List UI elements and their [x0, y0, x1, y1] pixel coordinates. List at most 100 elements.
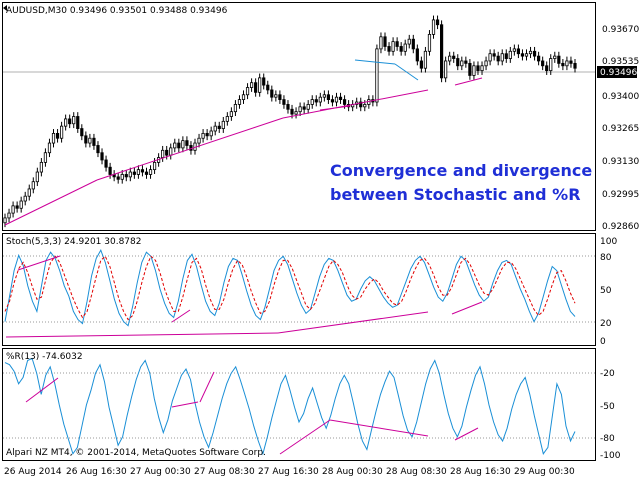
candle-body: [213, 125, 217, 132]
candle-body: [314, 99, 318, 103]
candle-body: [76, 116, 80, 129]
wpr-trendline[interactable]: [171, 401, 199, 408]
candle-body: [249, 82, 254, 88]
candle-body: [161, 149, 165, 158]
current-price-box: 0.93496: [597, 66, 637, 78]
candle-body: [165, 149, 169, 156]
price-blue-lines: [354, 59, 419, 81]
wpr-trendline[interactable]: [329, 419, 429, 437]
candle-body: [322, 94, 326, 98]
price-trendline[interactable]: [4, 179, 98, 226]
stoch-trendlines[interactable]: [5, 255, 483, 338]
annotation-line-2: between Stochastic and %R: [330, 185, 581, 204]
candle-body: [488, 53, 492, 62]
candle-body: [100, 152, 104, 161]
stoch-trendline[interactable]: [17, 255, 61, 271]
candle-body: [59, 125, 64, 139]
candle-body: [318, 96, 322, 103]
candle-body: [407, 38, 411, 45]
candle-body: [221, 120, 225, 129]
candle-body: [7, 212, 11, 219]
candle-body: [448, 55, 452, 62]
wpr-trendline[interactable]: [199, 371, 215, 403]
candle-body: [47, 142, 52, 154]
current-price-label: 0.93496: [600, 68, 637, 78]
candle-body: [338, 96, 343, 100]
candle-body: [108, 166, 112, 175]
price-trendline[interactable]: [319, 105, 351, 111]
candle-body: [286, 104, 290, 110]
candle-body: [415, 48, 419, 62]
candle-body: [403, 43, 407, 52]
candle-body: [144, 171, 149, 175]
candle-body: [541, 60, 545, 67]
candle-body: [27, 188, 31, 197]
candle-body: [569, 60, 573, 64]
candle-body: [431, 19, 436, 35]
time-tick: 26 Aug 16:30: [66, 467, 127, 477]
price-trendline[interactable]: [96, 117, 284, 181]
candle-body: [282, 99, 286, 105]
price-trendlines[interactable]: [4, 77, 483, 226]
time-tick: 27 Aug 08:30: [194, 467, 255, 477]
candle-body: [387, 46, 391, 52]
annotation-line-1: Convergence and divergence: [330, 161, 592, 180]
stoch-trendline[interactable]: [451, 301, 483, 315]
candle-body: [306, 104, 310, 110]
candle-body: [496, 55, 500, 62]
candle-body: [19, 200, 23, 209]
candle-body: [35, 171, 39, 183]
candle-body: [3, 217, 7, 224]
stoch-trendline[interactable]: [277, 311, 429, 334]
candle-body: [504, 53, 508, 59]
candle-body: [266, 84, 270, 91]
candle-body: [225, 116, 229, 122]
candle-body: [359, 101, 363, 108]
stoch-lines-group: [4, 249, 576, 327]
stoch-trendline[interactable]: [5, 332, 279, 338]
candle-body: [237, 99, 242, 105]
price-tick: 0.93670: [602, 25, 639, 35]
wpr-tick: -20: [600, 369, 615, 379]
candle-body: [104, 159, 108, 168]
candle-body: [181, 140, 185, 149]
price-blue-line: [394, 63, 419, 81]
candle-body: [290, 108, 294, 115]
stoch-signal-line: [4, 255, 576, 321]
candle-body: [520, 53, 525, 57]
stoch-tick: 20: [600, 319, 612, 329]
candle-body: [524, 53, 529, 57]
candle-body: [229, 111, 233, 117]
wpr-trendline[interactable]: [454, 427, 479, 441]
candle-body: [573, 62, 577, 69]
candle-body: [177, 142, 181, 149]
candle-body: [561, 62, 565, 67]
candle-body: [88, 137, 92, 144]
candle-body: [439, 24, 444, 79]
candle-body: [492, 53, 496, 57]
time-tick: 28 Aug 08:30: [386, 467, 447, 477]
wpr-trendlines[interactable]: [25, 371, 479, 455]
candle-body: [545, 65, 549, 72]
candle-body: [128, 171, 132, 178]
candle-body: [553, 55, 557, 59]
price-trendline[interactable]: [282, 89, 429, 119]
main-panel-frame: [2, 2, 596, 231]
candle-body: [96, 145, 100, 154]
candle-body: [51, 133, 56, 144]
candle-body: [435, 19, 440, 26]
candle-body: [310, 99, 314, 105]
candle-body: [512, 48, 516, 52]
candle-body: [480, 65, 484, 72]
price-trendline[interactable]: [454, 77, 483, 86]
wpr-lines-group: [4, 357, 576, 456]
stoch-tick: 50: [600, 286, 612, 296]
price-tick: 0.92860: [602, 222, 639, 232]
stoch-trendline[interactable]: [171, 309, 191, 323]
wpr-trendline[interactable]: [25, 377, 59, 403]
candle-body: [565, 60, 569, 67]
candle-body: [508, 50, 512, 59]
wpr-trendline[interactable]: [279, 419, 331, 455]
broker-copyright: Alpari NZ MT4, © 2001-2014, MetaQuotes S…: [6, 448, 266, 458]
